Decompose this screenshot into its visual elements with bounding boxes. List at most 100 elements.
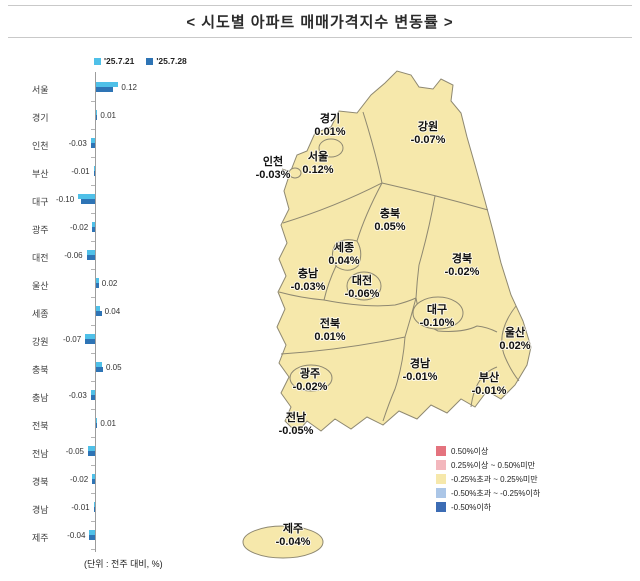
chart-row: 경기 0.01 bbox=[30, 102, 216, 130]
axis-tick bbox=[91, 437, 96, 438]
chart-row: 대구 -0.10 bbox=[30, 186, 216, 214]
chart-row: 제주 -0.04 bbox=[30, 522, 216, 550]
color-legend-swatch bbox=[436, 460, 446, 470]
chart-row: 인천 -0.03 bbox=[30, 130, 216, 158]
chart-region-label: 세종 bbox=[32, 309, 49, 319]
value-bar-week1 bbox=[93, 166, 95, 171]
map-region-label: 경북 -0.02% bbox=[445, 251, 480, 278]
chart-row: 서울 0.12 bbox=[30, 74, 216, 102]
unit-note: (단위 : 전주 대비, %) bbox=[84, 559, 163, 569]
map-region-label: 제주 -0.04% bbox=[276, 521, 311, 548]
chart-region-label: 전북 bbox=[32, 421, 49, 431]
map-region-label: 전남 -0.05% bbox=[279, 410, 314, 437]
chart-region-label: 전남 bbox=[32, 449, 49, 459]
value-bar-week2 bbox=[96, 87, 113, 92]
value-bar-week2 bbox=[81, 199, 95, 204]
value-bar-week2 bbox=[90, 395, 95, 400]
map-region-label: 세종 0.04% bbox=[328, 240, 359, 267]
axis-tick bbox=[91, 409, 96, 410]
value-bar-week2 bbox=[96, 115, 98, 120]
gwangju-region-shape bbox=[289, 364, 333, 392]
chart-region-label: 대전 bbox=[32, 253, 49, 263]
bar-value-label: -0.06 bbox=[64, 251, 83, 260]
chart-region-label: 경북 bbox=[32, 477, 49, 487]
color-legend-swatch bbox=[436, 502, 446, 512]
value-bar-week2 bbox=[90, 143, 95, 148]
chart-row: 전북 0.01 bbox=[30, 410, 216, 438]
axis-tick bbox=[91, 353, 96, 354]
map-region-label: 경남 -0.01% bbox=[403, 356, 438, 383]
daegu-region-shape bbox=[412, 296, 464, 330]
axis-tick bbox=[91, 325, 96, 326]
map-region-labels: 경기 0.01% 강원 -0.07% 인천 -0.03% 서울 0.12% 충북 0.05% 세종 0… bbox=[255, 110, 532, 549]
chart-region-label: 대구 bbox=[32, 197, 49, 207]
map-region-label: 인천 -0.03% bbox=[256, 154, 291, 181]
value-bar-week1 bbox=[92, 222, 95, 227]
axis-tick bbox=[91, 493, 96, 494]
bar-value-label: 0.01 bbox=[100, 111, 116, 120]
map-region-label: 경기 0.01% bbox=[314, 111, 345, 138]
chart-row: 광주 -0.02 bbox=[30, 214, 216, 242]
color-legend-row: -0.50%이하 bbox=[436, 500, 540, 514]
series2-swatch bbox=[146, 57, 154, 65]
color-legend-label: -0.25%초과 ~ 0.25%미만 bbox=[451, 474, 538, 484]
daejeon-region-shape bbox=[346, 271, 382, 301]
color-legend-row: 0.25%이상 ~ 0.50%미만 bbox=[436, 458, 540, 472]
value-bar-week2 bbox=[86, 255, 95, 260]
bar-value-label: 0.12 bbox=[121, 83, 137, 92]
color-legend-swatch bbox=[436, 488, 446, 498]
value-bar-week1 bbox=[90, 390, 95, 395]
bar-value-label: -0.02 bbox=[69, 223, 89, 232]
bar-area: -0.01 bbox=[60, 158, 216, 186]
axis-tick bbox=[91, 381, 96, 382]
bar-area: -0.05 bbox=[60, 438, 216, 466]
incheon-region-shape bbox=[288, 167, 302, 179]
value-bar-week1 bbox=[90, 138, 95, 143]
bar-area: 0.01 bbox=[60, 102, 216, 130]
map-color-legend: 0.50%이상 0.25%이상 ~ 0.50%미만 -0.25%초과 ~ 0.25%… bbox=[436, 444, 540, 514]
value-bar-week1 bbox=[89, 530, 95, 535]
value-bar-week1 bbox=[96, 418, 98, 423]
axis-tick bbox=[91, 297, 96, 298]
map-region-label: 광주 -0.02% bbox=[293, 367, 328, 393]
chart-row: 강원 -0.07 bbox=[30, 326, 216, 354]
axis-tick bbox=[91, 549, 96, 550]
bar-area: -0.06 bbox=[60, 242, 216, 270]
bar-area: -0.01 bbox=[60, 494, 216, 522]
value-bar-week1 bbox=[92, 474, 95, 479]
chart-row: 충남 -0.03 bbox=[30, 382, 216, 410]
map-region-label: 부산 -0.01% bbox=[472, 370, 507, 397]
mainland-shape bbox=[276, 70, 532, 434]
map-region-label: 충남 -0.03% bbox=[291, 266, 326, 293]
chart-region-label: 광주 bbox=[32, 225, 49, 235]
map-region-label: 전북 0.01% bbox=[314, 316, 345, 343]
series1-label: '25.7.21 bbox=[104, 56, 135, 66]
value-bar-week2 bbox=[85, 339, 95, 344]
chart-row: 전남 -0.05 bbox=[30, 438, 216, 466]
bar-area: -0.10 bbox=[56, 186, 216, 214]
value-bar-week1 bbox=[96, 82, 119, 87]
value-bar-week1 bbox=[86, 250, 95, 255]
bar-area: -0.07 bbox=[60, 326, 216, 354]
bar-area: 0.02 bbox=[60, 270, 216, 298]
value-bar-week1 bbox=[96, 362, 102, 367]
value-bar-week2 bbox=[93, 507, 95, 512]
bar-area: 0.04 bbox=[60, 298, 216, 326]
bar-value-label: -0.02 bbox=[69, 475, 89, 484]
legend-item-week2: '25.7.28 bbox=[146, 56, 187, 66]
bar-area: 0.05 bbox=[60, 354, 216, 382]
korea-map: 경기 0.01% 강원 -0.07% 인천 -0.03% 서울 0.12% 충북 0.05% 세종 0… bbox=[242, 70, 532, 559]
value-bar-week1 bbox=[96, 306, 101, 311]
value-bar-week1 bbox=[85, 334, 95, 339]
series1-swatch bbox=[94, 57, 101, 65]
bar-area: 0.01 bbox=[60, 410, 216, 438]
bar-area: -0.04 bbox=[60, 522, 216, 550]
chart-row: 울산 0.02 bbox=[30, 270, 216, 298]
value-bar-week2 bbox=[88, 451, 95, 456]
value-bar-week2 bbox=[93, 171, 95, 176]
color-legend-label: -0.50%이하 bbox=[451, 502, 492, 512]
axis-tick bbox=[91, 465, 96, 466]
chart-row: 충북 0.05 bbox=[30, 354, 216, 382]
bar-value-label: -0.03 bbox=[68, 391, 87, 400]
chart-region-label: 경기 bbox=[32, 113, 49, 123]
